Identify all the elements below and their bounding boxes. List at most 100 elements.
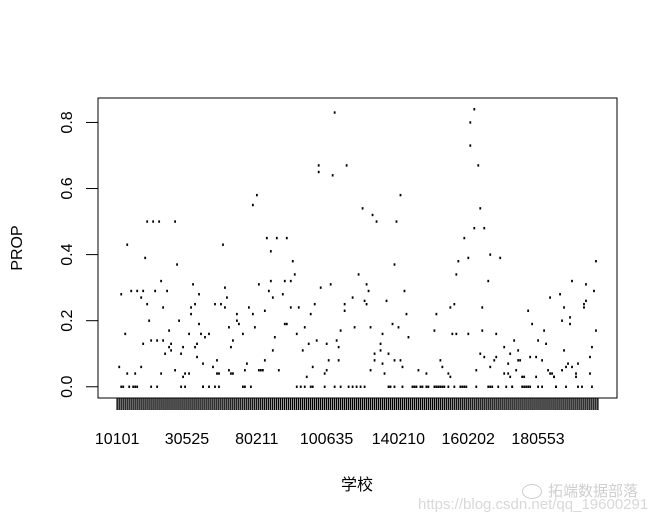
data-point [389, 385, 392, 388]
data-point [447, 385, 450, 388]
data-point [363, 299, 366, 303]
data-point [439, 385, 442, 388]
data-point [387, 352, 390, 355]
data-point [295, 332, 298, 336]
data-point [383, 372, 386, 375]
data-point [198, 322, 200, 326]
data-point [391, 322, 394, 326]
data-point [212, 365, 214, 369]
data-point [228, 369, 230, 372]
data-point [194, 345, 196, 349]
wechat-icon [522, 484, 542, 499]
data-point [202, 362, 204, 365]
data-point [455, 332, 458, 336]
data-point [200, 332, 202, 336]
data-point [136, 289, 139, 293]
data-point [403, 289, 406, 293]
data-point [208, 385, 210, 388]
data-point [595, 329, 597, 332]
data-point [365, 283, 368, 286]
data-point [449, 306, 452, 309]
data-point [379, 349, 382, 352]
data-point [255, 193, 258, 197]
data-point [148, 319, 151, 322]
data-point [275, 236, 278, 240]
data-point [180, 352, 182, 355]
data-point [493, 359, 496, 362]
data-point [351, 385, 354, 388]
data-point [164, 352, 167, 355]
y-tick-label: 0.4 [59, 243, 76, 265]
data-point [395, 220, 398, 223]
data-point [465, 385, 468, 388]
data-point [150, 385, 153, 388]
data-point [367, 289, 370, 293]
data-point [509, 352, 512, 355]
data-point [497, 385, 500, 388]
data-point [244, 369, 246, 372]
data-point [325, 369, 328, 372]
data-point [170, 349, 173, 352]
data-point [361, 207, 364, 210]
data-point [154, 289, 157, 293]
data-point [226, 296, 228, 299]
data-point [339, 329, 342, 332]
data-point [503, 372, 506, 375]
data-point [487, 385, 490, 388]
data-point [218, 385, 220, 388]
data-point [373, 359, 376, 362]
data-point [425, 385, 428, 388]
data-point [242, 385, 244, 388]
data-point [190, 312, 192, 316]
data-point [198, 293, 200, 296]
watermark-brand: 拓端数据部落 [522, 480, 638, 501]
data-point [347, 385, 350, 388]
data-point [379, 342, 382, 346]
data-point [589, 355, 591, 359]
data-point [208, 332, 210, 336]
data-point [263, 309, 266, 312]
data-point [565, 365, 567, 369]
data-point [194, 302, 196, 306]
data-point [547, 369, 549, 372]
data-point [561, 319, 563, 322]
data-point [461, 385, 464, 388]
data-point [317, 164, 320, 167]
data-point [281, 293, 284, 296]
data-point [407, 336, 410, 339]
data-point [569, 316, 571, 319]
data-point [156, 385, 159, 388]
data-point [459, 385, 462, 388]
data-point [311, 365, 314, 369]
data-point [589, 372, 591, 375]
data-point [301, 349, 304, 352]
data-point [230, 345, 232, 349]
data-point [371, 213, 374, 217]
data-point [453, 385, 456, 388]
x-tick-label: 80211 [235, 431, 278, 448]
data-point [325, 342, 328, 346]
data-point [323, 372, 326, 375]
data-point [257, 369, 260, 372]
data-point [393, 359, 396, 362]
data-point [397, 326, 400, 329]
data-point [401, 365, 404, 369]
data-point [475, 385, 478, 388]
data-point [537, 339, 540, 342]
data-point [433, 385, 436, 388]
watermark-brand-text: 拓端数据部落 [548, 482, 639, 500]
data-point [585, 299, 587, 303]
data-point [196, 355, 198, 359]
data-point [469, 121, 472, 124]
data-point [569, 322, 571, 326]
data-point [238, 322, 240, 326]
data-point [291, 260, 294, 263]
data-point [253, 326, 256, 329]
data-point [475, 369, 478, 372]
data-point [521, 385, 524, 388]
data-point [128, 385, 131, 388]
data-point [216, 359, 218, 362]
data-point [269, 250, 272, 253]
data-point [523, 375, 526, 379]
data-point [130, 289, 133, 293]
